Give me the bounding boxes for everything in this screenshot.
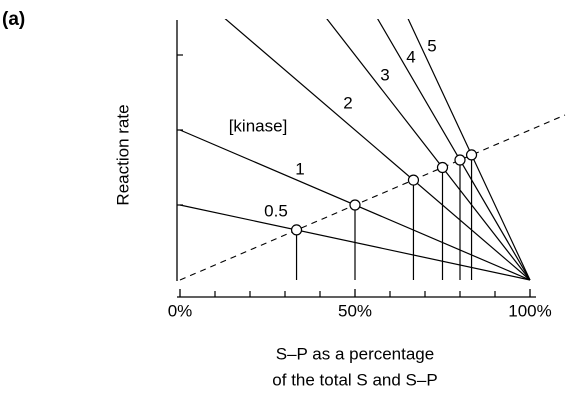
y-axis-label: Reaction rate [113,104,132,205]
equilibrium-point [465,149,478,161]
series-label: 4 [406,47,415,66]
panel-label: (a) [2,9,25,30]
series-label: 2 [343,93,352,112]
equilibrium-point [349,199,361,211]
x-axis-label: of the total S and S–P [272,370,437,389]
series-label: 5 [427,36,436,55]
series-label: 0.5 [264,201,288,220]
x-tick-label: 50% [338,301,372,320]
x-axis-label: S–P as a percentage [276,344,434,363]
series-label: 3 [380,65,389,84]
equilibrium-point [407,174,420,186]
equilibrium-point [454,154,466,166]
legend-title: [kinase] [229,116,288,135]
series-label: 1 [295,159,304,178]
equilibrium-point [290,224,303,236]
reference-line [179,114,566,281]
x-tick-label: 100% [508,301,551,320]
equilibrium-point [436,161,449,174]
x-tick-label: 0% [168,301,193,320]
